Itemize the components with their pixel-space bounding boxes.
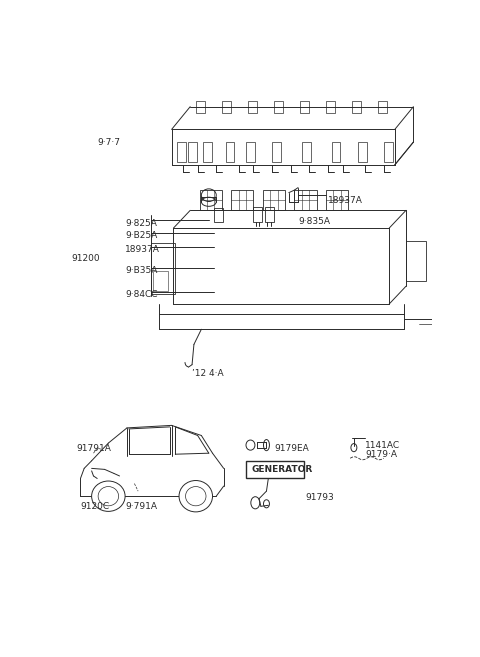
- Text: 9·825A: 9·825A: [125, 219, 157, 227]
- Text: 18937A: 18937A: [328, 196, 363, 205]
- Bar: [358, 142, 367, 162]
- Text: 9·B35A: 9·B35A: [125, 265, 157, 275]
- Bar: [203, 142, 212, 162]
- Text: 91791A: 91791A: [77, 443, 112, 453]
- Bar: [226, 142, 234, 162]
- Bar: [326, 190, 348, 210]
- Text: 9·7·7: 9·7·7: [97, 137, 120, 147]
- Bar: [231, 190, 253, 210]
- Bar: [378, 101, 387, 114]
- Bar: [406, 240, 426, 281]
- Bar: [200, 190, 222, 210]
- Bar: [274, 101, 283, 114]
- Ellipse shape: [246, 440, 255, 450]
- Bar: [151, 243, 175, 294]
- Bar: [302, 142, 311, 162]
- Text: 9·B25A: 9·B25A: [125, 231, 157, 240]
- Bar: [215, 208, 223, 221]
- Text: 9·835A: 9·835A: [298, 217, 330, 226]
- Bar: [196, 101, 205, 114]
- Bar: [352, 101, 361, 114]
- Ellipse shape: [92, 481, 125, 511]
- Text: 91200: 91200: [71, 254, 100, 263]
- Bar: [153, 271, 168, 291]
- Text: 18937A: 18937A: [125, 245, 160, 254]
- Text: 9·84CC: 9·84CC: [125, 290, 157, 300]
- Ellipse shape: [179, 480, 213, 512]
- Bar: [300, 101, 309, 114]
- Bar: [188, 142, 197, 162]
- Text: 1141AC: 1141AC: [365, 441, 400, 450]
- Bar: [384, 142, 393, 162]
- Bar: [332, 142, 340, 162]
- Bar: [177, 142, 186, 162]
- Text: 9·791A: 9·791A: [125, 502, 157, 510]
- Bar: [264, 208, 274, 221]
- Bar: [248, 101, 257, 114]
- Bar: [246, 142, 255, 162]
- Text: ’12 4·A: ’12 4·A: [192, 369, 224, 378]
- Text: 91793: 91793: [305, 493, 334, 502]
- Bar: [294, 190, 317, 210]
- Text: 9120C: 9120C: [81, 502, 109, 510]
- Bar: [263, 190, 285, 210]
- Ellipse shape: [264, 440, 269, 451]
- Text: 9179·A: 9179·A: [365, 449, 397, 459]
- Bar: [222, 101, 231, 114]
- Text: GENERATOR: GENERATOR: [252, 465, 313, 474]
- Bar: [326, 101, 335, 114]
- Text: 9179EA: 9179EA: [274, 443, 309, 453]
- Bar: [246, 461, 304, 478]
- Bar: [272, 142, 281, 162]
- Bar: [253, 208, 263, 221]
